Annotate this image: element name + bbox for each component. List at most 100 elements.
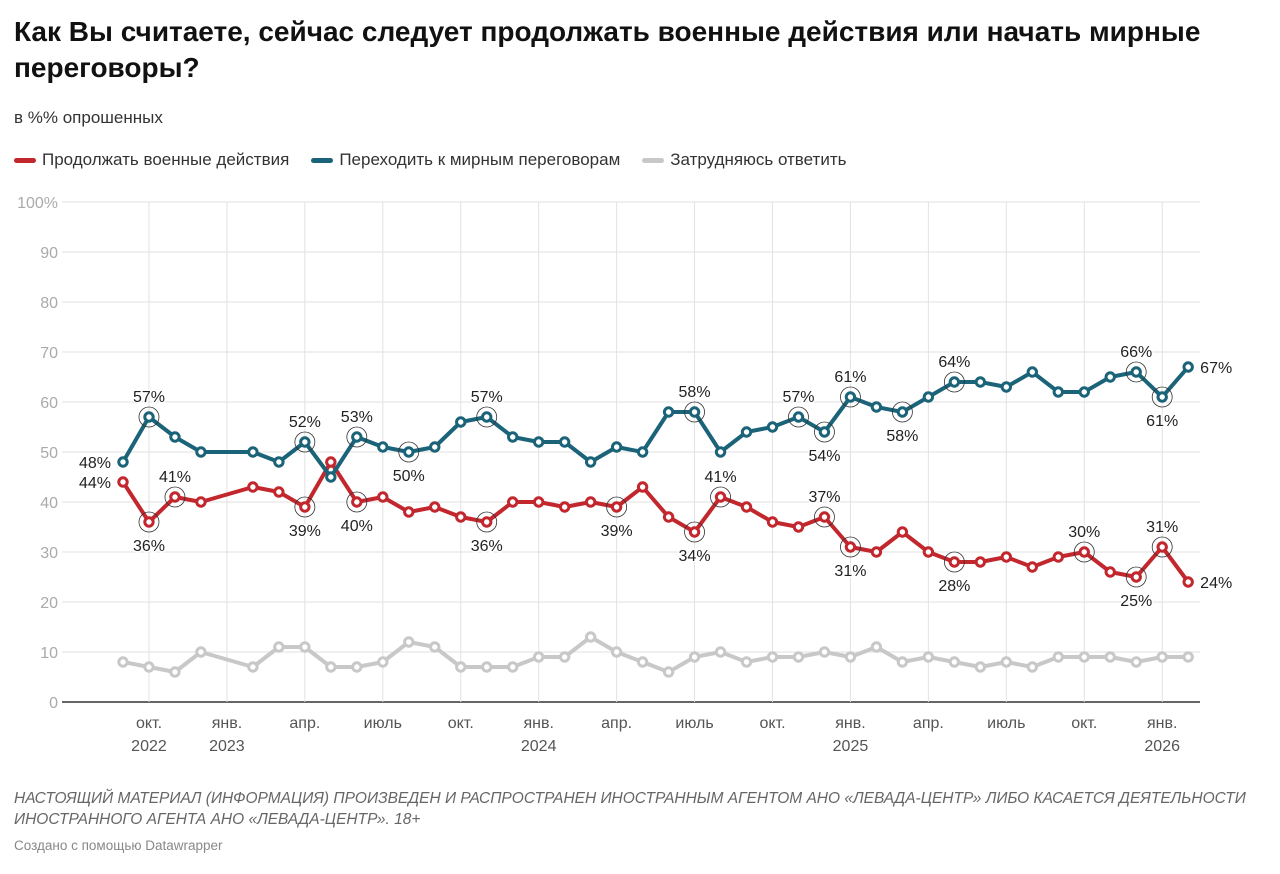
- data-point: [117, 456, 129, 468]
- data-point: [299, 641, 311, 653]
- data-label: 50%: [393, 468, 425, 485]
- data-label: 57%: [782, 389, 814, 406]
- data-point: [403, 506, 415, 518]
- x-tick-year: 2023: [209, 738, 245, 755]
- data-point: [143, 411, 155, 423]
- data-point: [1130, 656, 1142, 668]
- data-label: 31%: [1146, 519, 1178, 536]
- data-point: [636, 656, 649, 668]
- data-point: [507, 431, 519, 443]
- data-point: [844, 391, 857, 403]
- data-point: [688, 526, 701, 538]
- data-point: [896, 656, 909, 668]
- x-tick-label: окт.: [759, 715, 785, 732]
- x-tick-year: 2022: [131, 738, 167, 755]
- x-tick-label: июль: [675, 715, 713, 732]
- highlight-ring: [943, 551, 965, 573]
- data-point: [325, 456, 337, 468]
- data-point: [714, 446, 727, 458]
- y-tick-label: 70: [40, 345, 58, 362]
- data-point: [1052, 651, 1064, 663]
- data-label: 39%: [601, 523, 633, 540]
- data-point: [688, 406, 701, 418]
- data-point: [558, 436, 571, 448]
- data-point: [948, 556, 961, 568]
- data-label: 41%: [159, 469, 191, 486]
- x-tick-label: окт.: [136, 715, 162, 732]
- data-point: [844, 651, 857, 663]
- data-point: [143, 516, 155, 528]
- highlight-ring: [1073, 541, 1095, 563]
- data-point: [584, 496, 597, 508]
- data-point: [195, 646, 207, 658]
- data-point: [896, 526, 909, 538]
- highlight-ring: [1125, 361, 1147, 383]
- data-label: 40%: [341, 518, 373, 535]
- y-tick-label: 10: [40, 645, 58, 662]
- data-label: 53%: [341, 409, 373, 426]
- data-label: 31%: [834, 563, 866, 580]
- x-tick-label: июль: [987, 715, 1025, 732]
- data-point: [325, 661, 337, 673]
- data-point: [1182, 576, 1194, 588]
- data-point: [455, 511, 467, 523]
- legend-item: Продолжать военные действия: [14, 150, 289, 170]
- y-tick-label: 60: [40, 395, 58, 412]
- legend-label: Затрудняюсь ответить: [670, 150, 847, 169]
- data-point: [818, 511, 831, 523]
- data-label: 28%: [938, 578, 970, 595]
- x-tick-label: апр.: [913, 715, 944, 732]
- data-point: [117, 476, 129, 488]
- highlight-ring: [346, 426, 368, 448]
- data-point: [1156, 391, 1168, 403]
- data-point: [1078, 546, 1090, 558]
- highlight-ring: [606, 496, 628, 518]
- data-point: [1000, 551, 1013, 563]
- data-point: [1104, 566, 1116, 578]
- data-point: [299, 501, 311, 513]
- data-point: [273, 641, 285, 653]
- data-point: [507, 661, 519, 673]
- highlight-ring: [892, 401, 913, 423]
- legend-label: Продолжать военные действия: [42, 150, 290, 169]
- data-label: 61%: [834, 369, 866, 386]
- data-point: [195, 496, 207, 508]
- data-point: [169, 491, 181, 503]
- x-tick-label: апр.: [289, 715, 320, 732]
- highlight-ring: [840, 386, 861, 408]
- data-point: [1026, 366, 1039, 378]
- legend-swatch: [642, 157, 665, 163]
- data-point: [792, 411, 805, 423]
- data-point: [870, 641, 883, 653]
- data-point: [247, 661, 259, 673]
- data-label: 37%: [808, 489, 840, 506]
- data-label: 24%: [1200, 575, 1232, 592]
- data-point: [247, 446, 259, 458]
- x-tick-label: июль: [364, 715, 402, 732]
- highlight-ring: [294, 431, 316, 453]
- data-point: [403, 636, 415, 648]
- data-label: 64%: [938, 354, 970, 371]
- data-label: 36%: [133, 538, 165, 555]
- data-point: [1130, 571, 1142, 583]
- data-point: [766, 516, 779, 528]
- data-point: [532, 496, 545, 508]
- data-point: [1104, 371, 1116, 383]
- x-tick-year: 2024: [521, 738, 557, 755]
- data-point: [558, 651, 571, 663]
- highlight-ring: [138, 406, 160, 428]
- data-point: [1026, 561, 1039, 573]
- data-point: [1078, 651, 1090, 663]
- highlight-ring: [294, 496, 316, 518]
- data-point: [325, 471, 337, 483]
- data-point: [818, 646, 831, 658]
- data-point: [948, 376, 961, 388]
- x-tick-label: янв.: [835, 715, 865, 732]
- data-point: [351, 431, 363, 443]
- data-label: 25%: [1120, 593, 1152, 610]
- data-point: [403, 446, 415, 458]
- series-1: [117, 361, 1194, 483]
- x-tick-label: окт.: [1071, 715, 1097, 732]
- data-point: [870, 401, 883, 413]
